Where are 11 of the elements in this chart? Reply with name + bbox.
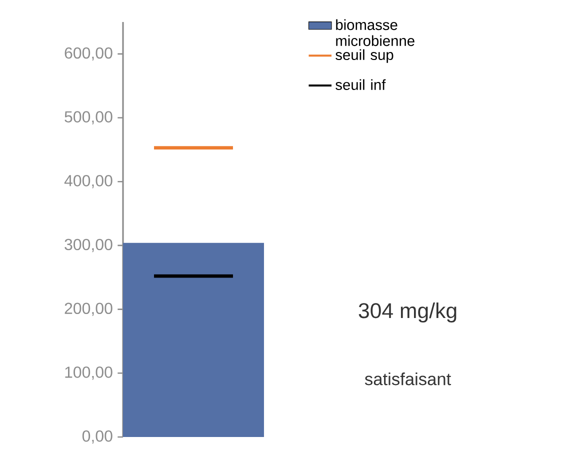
y-tick-label: 300,00 (64, 238, 112, 252)
y-tick-label: 100,00 (65, 366, 112, 380)
legend-label: seuil inf (336, 79, 386, 90)
y-tick-label: 200,00 (64, 302, 112, 316)
y-tick-label: 600,00 (64, 47, 112, 61)
text: satisfaisant (364, 372, 452, 386)
text: 304 mg/kg (358, 302, 456, 322)
y-tick-label: 500,00 (64, 111, 112, 124)
y-tick-label: 0,00 (82, 430, 112, 444)
legend-label: seuil sup (336, 49, 394, 63)
y-tick-label: 400,00 (64, 175, 112, 188)
